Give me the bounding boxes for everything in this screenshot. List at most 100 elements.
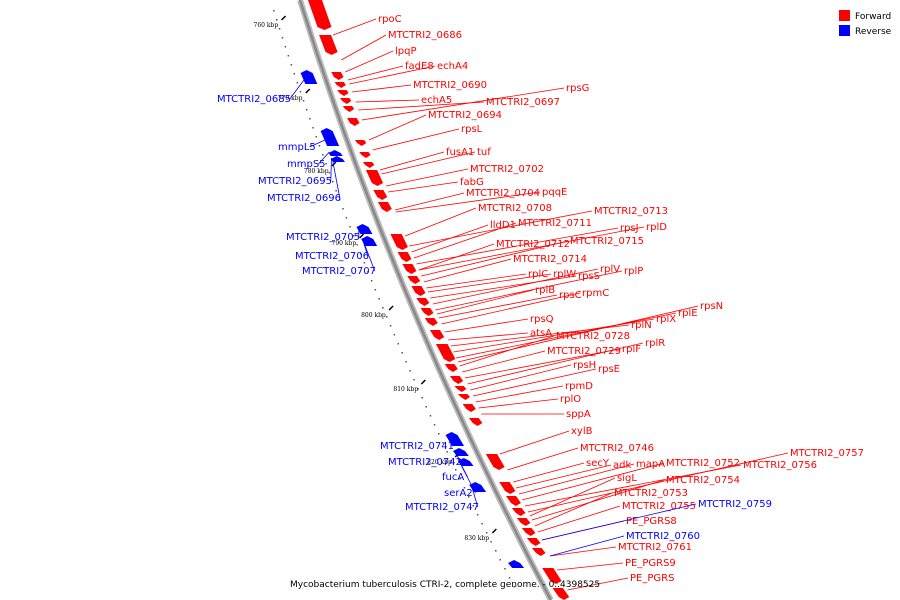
reverse-leader-line [461,465,476,494]
reverse-gene-label: fucA [442,472,464,483]
forward-gene-label: rpsN [700,301,723,312]
tick-mark [420,379,426,385]
forward-gene-label: MTCTRI2_0712 [496,239,570,250]
scale-dot [490,541,492,543]
scale-dot [472,505,474,507]
forward-leader-line [448,332,529,341]
scale-dot [397,343,399,345]
forward-leader-line [470,364,572,391]
forward-leader-line [529,477,616,517]
forward-leader-line [549,546,617,557]
reverse-gene-arrow [320,128,340,146]
forward-gene-arrow [499,482,516,494]
scale-dot [356,244,358,246]
reverse-leader-line [309,139,326,148]
forward-leader-line [462,350,546,373]
reverse-gene-arrow [457,458,474,466]
forward-leader-line [427,273,552,293]
scale-dot [481,523,483,525]
forward-leader-line [557,562,624,571]
forward-gene-label: MTCTRI2_0704 [466,188,540,199]
forward-gene-arrow [331,72,344,80]
forward-gene-label: MTCTRI2_0753 [614,488,688,499]
tick-mark [388,305,394,311]
forward-leader-line [368,114,427,141]
forward-leader-line [527,452,789,513]
forward-gene-label: xylB [571,426,593,437]
scale-dot [367,271,369,273]
forward-gene-label: rpsS [578,271,600,282]
forward-gene-label: lpqP [395,46,417,57]
reverse-gene-label: MTCTRI2_0742 [388,457,462,468]
forward-gene-arrow [416,298,430,306]
forward-leader-line [464,348,621,379]
forward-gene-label: rplR [645,338,665,349]
forward-gene-label: sigL [617,473,637,484]
legend-label: Reverse [855,27,892,37]
forward-leader-line [567,577,629,591]
forward-leader-line [349,65,436,85]
forward-gene-label: pqqE [542,187,567,198]
tick-label: 830 kbp [464,535,489,542]
forward-gene-label: MTCTRI2_0708 [478,203,552,214]
forward-leader-line [426,273,527,289]
forward-gene-arrow [506,496,521,506]
reverse-leader-line [454,451,462,463]
tick-label: 760 kbp [254,22,279,29]
forward-gene-arrow [462,404,476,412]
forward-gene-arrow [362,162,375,168]
scale-dot [284,46,287,48]
forward-gene-label: fusA1 [446,147,474,158]
forward-gene-label: adk [613,460,631,471]
reverse-gene-arrow [508,560,525,568]
scale-dot [322,154,324,156]
scale-dot [485,532,488,534]
forward-gene-label: MTCTRI2_0714 [513,254,587,265]
forward-gene-label: rplV [600,264,620,275]
forward-gene-label: MTCTRI2_0755 [622,501,696,512]
forward-leader-line [413,222,517,259]
scale-dot [305,109,308,111]
scale-dot [421,397,423,399]
scale-dot [499,559,501,561]
forward-gene-arrow [435,344,456,362]
reverse-gene-label: MTCTRI2_0707 [302,266,376,277]
forward-gene-arrow [334,82,346,88]
reverse-gene-label: MTCTRI2_0695 [258,176,332,187]
tick-mark [359,233,365,239]
forward-gene-arrow [390,234,408,250]
forward-gene-arrow [429,330,445,340]
scale-dot [360,253,362,255]
scale-dot [338,199,341,201]
scale-dot [299,91,302,93]
forward-leader-line [394,192,465,211]
reverse-leader-line [332,161,341,199]
forward-gene-label: sppA [566,409,591,420]
scale-dot [468,496,470,498]
forward-leader-line [467,342,644,385]
reverse-gene-arrow [328,150,343,156]
tick-mark [491,528,497,534]
scale-dot [342,208,344,210]
scale-dot [290,64,293,66]
forward-gene-label: MTCTRI2_0754 [666,475,740,486]
forward-gene-label: rpmD [565,381,593,392]
forward-gene-label: rplC [528,269,548,280]
forward-leader-line [416,227,619,265]
scale-dot [413,379,415,381]
map-caption: Mycobacterium tuberculosis CTRI-2, compl… [290,580,600,590]
reverse-gene-label: MTCTRI2_0760 [626,531,700,542]
scale-dot [405,361,407,363]
forward-gene-label: rpsQ [530,314,554,325]
forward-gene-label: MTCTRI2_0756 [743,460,817,471]
scale-dot [401,352,403,354]
reverse-gene-arrow [361,236,378,246]
forward-gene-arrow [485,454,505,470]
forward-leader-line [455,312,677,359]
forward-gene-label: rplF [622,344,641,355]
tick-label: 800 kbp [361,312,386,319]
forward-gene-label: echA5 [421,95,452,106]
reverse-gene-label: serA2 [444,488,473,499]
forward-leader-line [472,368,597,397]
scale-dot [417,388,419,390]
